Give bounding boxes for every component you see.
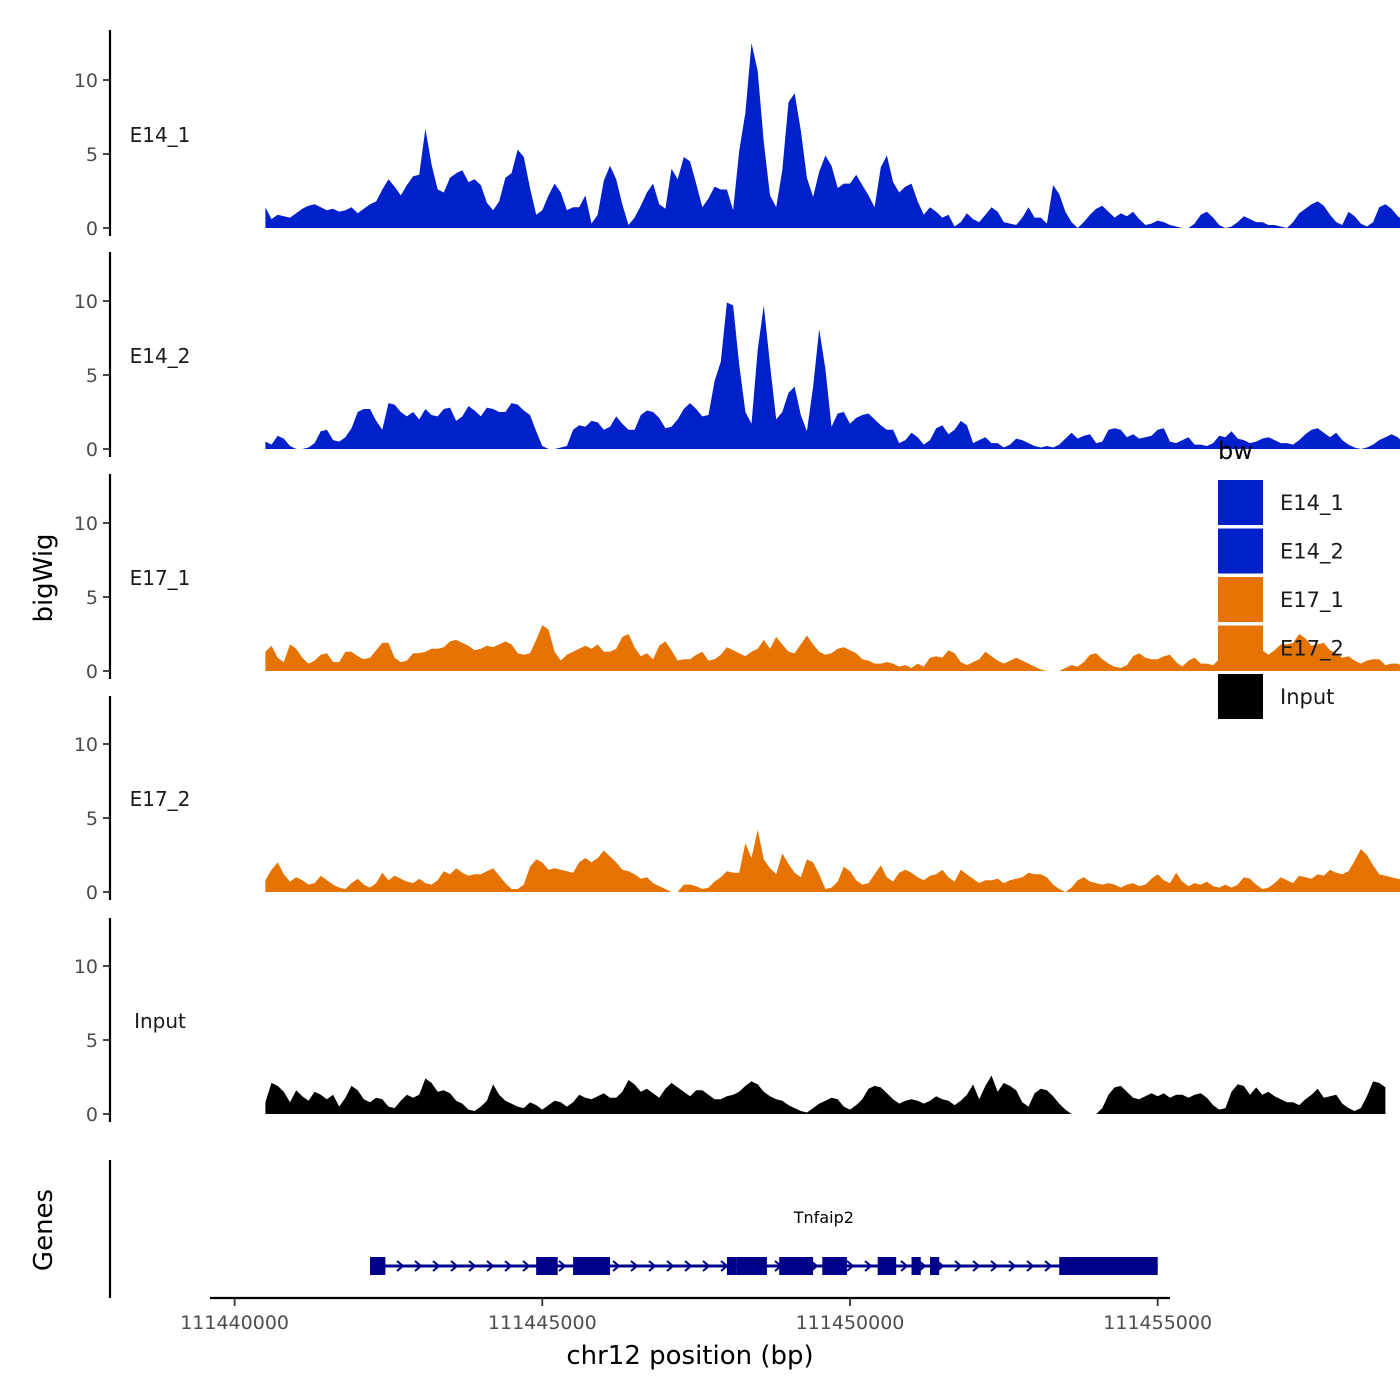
y-tick-label: 0 (86, 218, 98, 240)
strand-arrow (648, 1260, 657, 1272)
legend: bw E14_1 E14_2 E17_1 E17_2 Input (1218, 437, 1344, 719)
strand-arrow (918, 1260, 927, 1272)
legend-swatch (1218, 674, 1263, 719)
y-tick-label: 10 (74, 956, 98, 978)
track-e17-2: 0 5 10 E17_2 (74, 696, 1400, 904)
strand-arrow (702, 1260, 711, 1272)
strand-arrow (666, 1260, 675, 1272)
signal-tracks: 0 5 10 E14_1 0 5 10 E14_2 0 5 10 E17_1 0 5 10 E17_2 0 5 10… (74, 30, 1400, 1126)
y-tick-label: 5 (86, 587, 98, 609)
legend-label: E14_2 (1280, 540, 1344, 565)
exon (573, 1257, 610, 1275)
strand-arrow (864, 1260, 873, 1272)
legend-item-e17-1: E17_1 (1218, 577, 1344, 622)
legend-item-e17-2: E17_2 (1218, 625, 1344, 671)
signal-area-input (265, 1075, 1386, 1114)
strand-arrow (954, 1260, 963, 1272)
strand-arrow (1026, 1260, 1035, 1272)
exon (370, 1257, 386, 1275)
strand-arrow (450, 1260, 459, 1272)
y-tick-label: 10 (74, 513, 98, 535)
strand-arrow (414, 1260, 423, 1272)
legend-item-input: Input (1218, 674, 1334, 719)
strand-arrow (630, 1260, 639, 1272)
legend-label: E17_1 (1280, 588, 1344, 613)
y-tick-label: 0 (86, 1104, 98, 1126)
strand-arrow (612, 1260, 621, 1272)
legend-swatch (1218, 528, 1263, 574)
legend-swatch (1218, 480, 1263, 525)
gene-track: Tnfaip2 (108, 1160, 1158, 1298)
strand-arrow (972, 1260, 981, 1272)
gene-track-title: Genes (29, 1189, 59, 1271)
x-axis-title: chr12 position (bp) (566, 1341, 813, 1371)
y-axis-title: bigWig (29, 533, 59, 622)
legend-label: E14_1 (1280, 491, 1344, 516)
exon (1059, 1257, 1158, 1275)
y-tick-label: 10 (74, 70, 98, 92)
legend-item-e14-2: E14_2 (1218, 528, 1344, 574)
track-label-e14-1: E14_1 (130, 123, 191, 147)
signal-area-e17-1 (265, 625, 1400, 671)
track-label-e17-2: E17_2 (130, 787, 191, 811)
legend-item-e14-1: E14_1 (1218, 480, 1344, 525)
signal-area-e14-1 (265, 43, 1400, 228)
strand-arrow (990, 1260, 999, 1272)
exon (911, 1257, 921, 1275)
y-tick-label: 5 (86, 365, 98, 387)
strand-arrow (504, 1260, 513, 1272)
x-tick-label: 111455000 (1103, 1312, 1212, 1334)
strand-arrow (396, 1260, 405, 1272)
y-tick-label: 10 (74, 291, 98, 313)
exon (877, 1257, 897, 1275)
strand-arrow (522, 1260, 531, 1272)
legend-label: E17_2 (1280, 637, 1344, 662)
y-tick-label: 0 (86, 882, 98, 904)
track-label-e17-1: E17_1 (130, 566, 191, 590)
x-tick-label: 111450000 (796, 1312, 905, 1334)
exon (822, 1257, 847, 1275)
track-label-input: Input (134, 1009, 186, 1033)
track-e17-1: 0 5 10 E17_1 (74, 474, 1400, 683)
y-tick-label: 0 (86, 439, 98, 461)
exon (536, 1257, 558, 1275)
legend-title: bw (1218, 437, 1253, 465)
y-tick-label: 10 (74, 734, 98, 756)
legend-swatch (1218, 625, 1263, 671)
track-label-e14-2: E14_2 (130, 344, 191, 368)
strand-arrow (558, 1260, 567, 1272)
y-tick-label: 5 (86, 144, 98, 166)
strand-arrow (684, 1260, 693, 1272)
x-tick-label: 111445000 (488, 1312, 597, 1334)
y-tick-label: 5 (86, 808, 98, 830)
exon (736, 1257, 767, 1275)
track-e14-2: 0 5 10 E14_2 (74, 252, 1400, 461)
exon (779, 1257, 814, 1275)
legend-swatch (1218, 577, 1263, 622)
strand-arrow (486, 1260, 495, 1272)
signal-area-e14-2 (265, 302, 1400, 449)
track-e14-1: 0 5 10 E14_1 (74, 30, 1400, 240)
strand-arrow (432, 1260, 441, 1272)
exon (930, 1257, 940, 1275)
exon (726, 1257, 737, 1275)
x-axis: 111440000 111445000 111450000 111455000 (180, 1296, 1212, 1334)
legend-label: Input (1280, 685, 1334, 709)
strand-arrow (1008, 1260, 1017, 1272)
strand-arrow (900, 1260, 909, 1272)
gene-name-label: Tnfaip2 (793, 1208, 854, 1227)
strand-arrow (468, 1260, 477, 1272)
track-input: 0 5 10 Input (74, 918, 1386, 1126)
gene-tnfaip2: Tnfaip2 (370, 1208, 1158, 1275)
x-tick-label: 111440000 (180, 1312, 289, 1334)
y-tick-label: 5 (86, 1030, 98, 1052)
strand-arrow (1044, 1260, 1053, 1272)
strand-arrow (846, 1260, 855, 1272)
signal-area-e17-2 (265, 829, 1400, 892)
y-tick-label: 0 (86, 661, 98, 683)
